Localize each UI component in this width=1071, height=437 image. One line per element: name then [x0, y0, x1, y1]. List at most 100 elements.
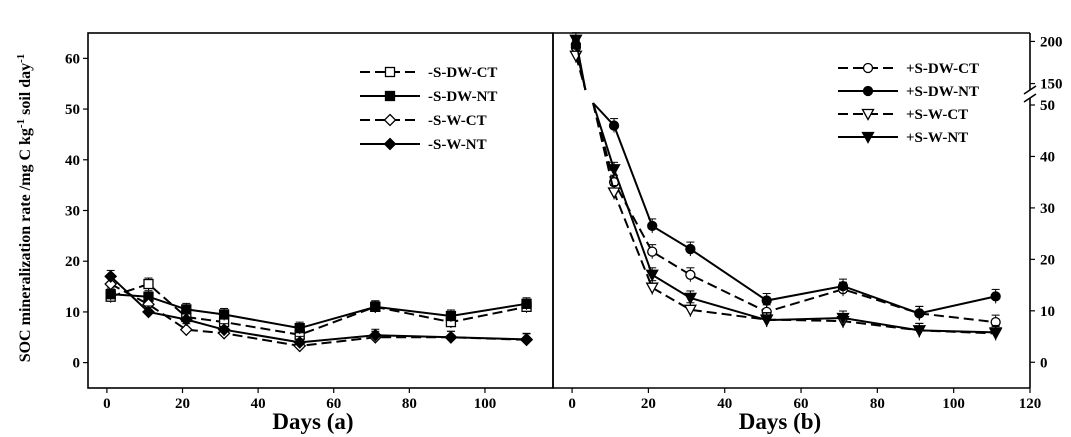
x-tick-label-a: 0	[103, 396, 111, 412]
data-point-b	[990, 291, 1001, 302]
data-point-a	[181, 304, 192, 315]
legend-label-b: +S-DW-CT	[906, 61, 979, 77]
data-point-b	[914, 308, 925, 319]
data-point-a	[368, 328, 382, 342]
data-point-a	[294, 323, 305, 334]
x-tick-label-a: 80	[402, 396, 417, 412]
y-tick-label-b: 20	[1040, 252, 1055, 268]
data-point-a	[293, 335, 307, 349]
y-label-part: soil day	[17, 63, 34, 119]
series-upper-line-b	[574, 55, 587, 91]
legend-marker-b	[861, 108, 875, 121]
data-point-a	[218, 309, 230, 320]
y-label-part: SOC mineralization rate /mg C kg	[17, 128, 34, 362]
legend-marker-a	[383, 113, 397, 127]
y-tick-label-b: 200	[1040, 34, 1063, 50]
data-point-b	[608, 120, 620, 131]
series-b	[570, 37, 1001, 321]
data-point-b	[569, 34, 583, 47]
series-line-b	[592, 102, 996, 334]
svg-text:SOC mineralization rate /mg C: SOC mineralization rate /mg C kg-1 soil …	[15, 54, 34, 363]
legend-marker-b	[862, 85, 874, 97]
series-a	[105, 287, 532, 335]
data-point-b	[685, 269, 696, 280]
series-line-a	[109, 275, 527, 344]
y-tick-label-b: 50	[1040, 98, 1055, 114]
x-tick-label-b: 120	[1019, 396, 1042, 412]
x-tick-label-a: 40	[251, 396, 266, 412]
y-tick-label-a: 40	[65, 153, 80, 169]
plot-frame-a	[87, 32, 554, 389]
legend-label-a: -S-W-NT	[428, 137, 487, 153]
y-label-superscript: -1	[15, 54, 27, 63]
y-tick-label-a: 10	[65, 305, 80, 321]
y-tick-label-a: 50	[65, 102, 80, 118]
data-point-b	[607, 164, 621, 177]
x-tick-label-b: 40	[717, 396, 732, 412]
y-tick-label-a: 0	[73, 356, 81, 372]
x-tick-label-b: 20	[641, 396, 656, 412]
series-b	[569, 32, 1003, 340]
panel-a-chart: 0 10 20 30 40 50 60 0 20 40 60 80 100 -S-DW-CT -S-DW-N…	[65, 32, 554, 412]
legend-marker-a	[384, 90, 396, 102]
y-tick-label-b: 150	[1040, 77, 1063, 93]
legend-label-b: +S-W-CT	[906, 107, 968, 123]
data-point-b	[836, 312, 850, 325]
y-axis-label: SOC mineralization rate /mg C kg-1 soil …	[15, 54, 34, 363]
data-point-a	[444, 330, 458, 344]
data-point-a	[104, 277, 118, 291]
data-point-a	[370, 301, 381, 313]
series-a	[104, 269, 533, 349]
y-tick-label-a: 20	[65, 254, 80, 270]
series-line-b	[592, 102, 996, 315]
panel-b-chart: 0 10 20 30 40 50 150 200 0 20 40 60 80 100 120 +S-DW-CT…	[552, 32, 1063, 412]
legend-label-a: -S-DW-NT	[428, 89, 497, 105]
legend-marker-b	[861, 131, 875, 144]
data-point-a	[179, 313, 193, 326]
legend-label-a: -S-W-CT	[428, 113, 487, 129]
data-point-b	[607, 187, 621, 200]
x-tick-label-a: 20	[175, 396, 190, 412]
data-point-a	[445, 310, 457, 322]
axis-break-mark-b	[1023, 93, 1037, 103]
data-point-a	[143, 278, 154, 290]
x-axis-label-b: Days (b)	[739, 409, 821, 434]
y-tick-label-a: 30	[65, 204, 80, 220]
data-point-b	[761, 295, 772, 306]
x-tick-label-a: 60	[326, 396, 341, 412]
axis-break-mark-b	[1023, 85, 1037, 95]
data-point-a	[142, 305, 155, 319]
data-point-b	[760, 314, 774, 327]
series-line-a	[110, 282, 527, 336]
series-a	[105, 277, 532, 341]
data-point-a	[104, 270, 118, 283]
data-point-b	[645, 269, 659, 282]
legend-label-a: -S-DW-CT	[428, 65, 497, 81]
y-tick-label-b: 0	[1040, 355, 1048, 371]
data-point-b	[645, 282, 659, 295]
data-point-a	[179, 323, 193, 337]
legend-label-b: +S-W-NT	[906, 130, 968, 146]
series-line-a	[110, 293, 527, 330]
data-point-b	[683, 304, 697, 317]
legend-marker-a	[384, 66, 396, 78]
x-tick-label-b: 100	[942, 396, 965, 412]
data-point-a	[217, 323, 231, 337]
y-tick-label-b: 30	[1040, 201, 1055, 217]
data-point-a	[521, 298, 532, 309]
data-point-b	[647, 220, 658, 232]
series-line-a	[110, 283, 527, 347]
y-tick-label-a: 60	[65, 51, 80, 67]
legend-label-b: +S-DW-NT	[906, 84, 979, 100]
data-point-a	[520, 332, 533, 346]
data-point-a	[105, 289, 116, 300]
y-tick-label-b: 10	[1040, 304, 1055, 320]
legend-marker-a	[383, 137, 397, 151]
x-tick-label-b: 80	[870, 396, 885, 412]
data-point-b	[683, 292, 697, 305]
x-axis-label-a: Days (a)	[272, 409, 353, 434]
series-upper-line-b	[574, 39, 587, 91]
x-tick-label-b: 0	[568, 396, 576, 412]
y-label-superscript: -1	[15, 119, 27, 128]
